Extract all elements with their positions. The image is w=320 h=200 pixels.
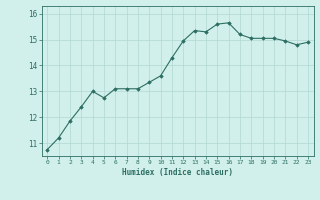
- X-axis label: Humidex (Indice chaleur): Humidex (Indice chaleur): [122, 168, 233, 177]
